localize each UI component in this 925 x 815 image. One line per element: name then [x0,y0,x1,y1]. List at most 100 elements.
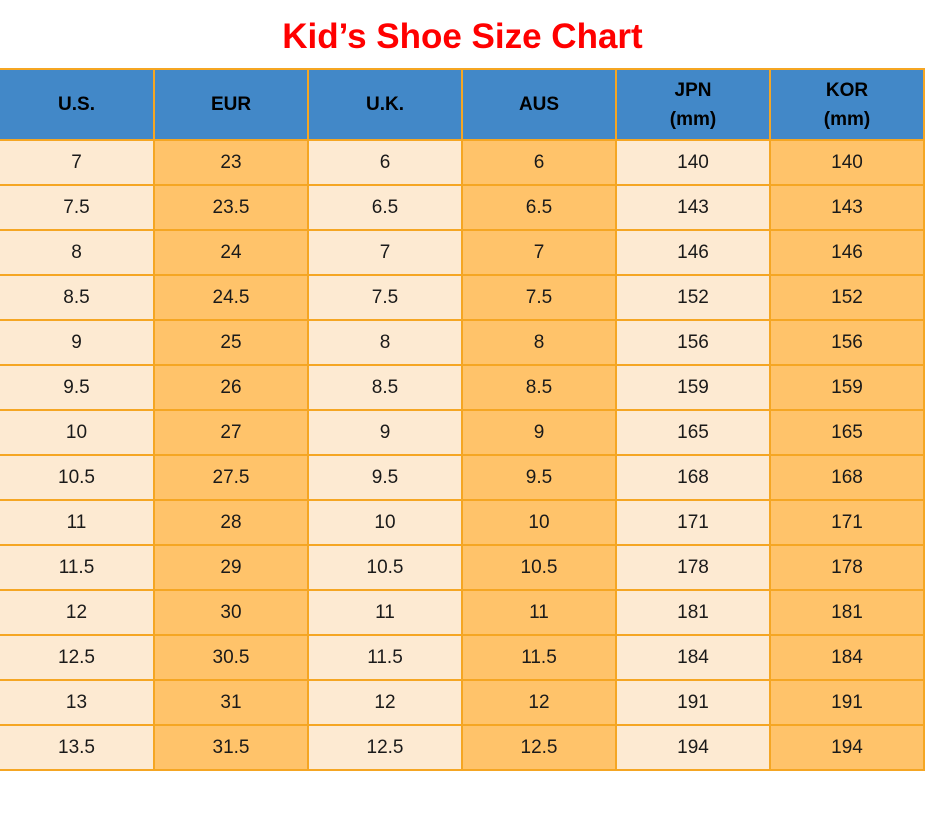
table-row: 7.5 23.5 6.5 6.5 143 143 [0,184,925,231]
table-cell: 7 [307,229,463,276]
column-header-unit: (mm) [823,108,871,130]
column-header-uk: U.K. [307,68,463,141]
table-row: 11.5 29 10.5 10.5 178 178 [0,544,925,591]
table-cell: 6.5 [461,184,617,231]
column-header-label: U.S. [58,94,95,115]
table-cell: 9 [461,409,617,456]
table-cell: 184 [615,634,771,681]
table-cell: 10 [307,499,463,546]
table-cell: 159 [769,364,925,411]
table-cell: 12 [307,679,463,726]
table-body: 7 23 6 6 140 140 7.5 23.5 6.5 6.5 143 143 8 24 7 7 146 14… [0,139,925,771]
table-row: 10 27 9 9 165 165 [0,409,925,456]
table-cell: 10 [0,409,155,456]
table-cell: 178 [769,544,925,591]
table-row: 12 30 11 11 181 181 [0,589,925,636]
table-cell: 143 [769,184,925,231]
column-header-label: EUR [210,94,252,115]
table-cell: 8 [0,229,155,276]
table-cell: 26 [153,364,309,411]
table-cell: 12.5 [461,724,617,771]
table-cell: 7.5 [461,274,617,321]
table-header-row: U.S. EUR U.K. AUS JPN (mm) KOR (mm) [0,68,925,141]
table-cell: 12.5 [0,634,155,681]
table-cell: 140 [769,139,925,186]
table-cell: 143 [615,184,771,231]
table-row: 9.5 26 8.5 8.5 159 159 [0,364,925,411]
table-row: 8.5 24.5 7.5 7.5 152 152 [0,274,925,321]
table-cell: 25 [153,319,309,366]
table-row: 9 25 8 8 156 156 [0,319,925,366]
table-cell: 13 [0,679,155,726]
table-cell: 194 [615,724,771,771]
table-cell: 13.5 [0,724,155,771]
column-header-label: U.K. [366,94,404,115]
column-header-unit: (mm) [669,108,717,130]
table-cell: 168 [769,454,925,501]
shoe-size-table: U.S. EUR U.K. AUS JPN (mm) KOR (mm) 7 23 6 6 140 140… [0,68,925,771]
table-cell: 9.5 [307,454,463,501]
table-cell: 165 [615,409,771,456]
table-cell: 181 [615,589,771,636]
table-cell: 178 [615,544,771,591]
table-cell: 152 [769,274,925,321]
table-cell: 9.5 [0,364,155,411]
table-row: 10.5 27.5 9.5 9.5 168 168 [0,454,925,501]
table-cell: 159 [615,364,771,411]
table-row: 13.5 31.5 12.5 12.5 194 194 [0,724,925,771]
table-cell: 31 [153,679,309,726]
table-cell: 140 [615,139,771,186]
table-header: U.S. EUR U.K. AUS JPN (mm) KOR (mm) [0,68,925,141]
table-cell: 8 [461,319,617,366]
table-cell: 11 [461,589,617,636]
table-cell: 10.5 [0,454,155,501]
table-cell: 7 [0,139,155,186]
table-row: 8 24 7 7 146 146 [0,229,925,276]
table-cell: 181 [769,589,925,636]
table-cell: 11 [0,499,155,546]
table-cell: 168 [615,454,771,501]
table-cell: 11 [307,589,463,636]
table-cell: 10.5 [307,544,463,591]
table-cell: 24 [153,229,309,276]
column-header-label: JPN [674,79,712,101]
column-header-us: U.S. [0,68,155,141]
table-cell: 29 [153,544,309,591]
table-cell: 171 [615,499,771,546]
table-cell: 8.5 [307,364,463,411]
table-cell: 11.5 [0,544,155,591]
table-cell: 28 [153,499,309,546]
column-header-label: AUS [518,94,560,115]
table-cell: 165 [769,409,925,456]
table-cell: 10.5 [461,544,617,591]
table-cell: 12 [461,679,617,726]
table-cell: 184 [769,634,925,681]
table-cell: 10 [461,499,617,546]
table-cell: 191 [615,679,771,726]
table-cell: 12 [0,589,155,636]
column-header-eur: EUR [153,68,309,141]
table-cell: 24.5 [153,274,309,321]
table-cell: 12.5 [307,724,463,771]
table-cell: 146 [769,229,925,276]
table-row: 12.5 30.5 11.5 11.5 184 184 [0,634,925,681]
table-cell: 30 [153,589,309,636]
column-header-jpn: JPN (mm) [615,68,771,141]
table-cell: 6 [307,139,463,186]
table-cell: 27 [153,409,309,456]
table-cell: 23 [153,139,309,186]
table-row: 11 28 10 10 171 171 [0,499,925,546]
table-cell: 6 [461,139,617,186]
column-header-aus: AUS [461,68,617,141]
table-cell: 11.5 [461,634,617,681]
table-cell: 9.5 [461,454,617,501]
table-cell: 7.5 [307,274,463,321]
table-cell: 191 [769,679,925,726]
column-header-kor: KOR (mm) [769,68,925,141]
table-cell: 6.5 [307,184,463,231]
table-cell: 194 [769,724,925,771]
table-cell: 156 [769,319,925,366]
table-cell: 152 [615,274,771,321]
column-header-label: KOR [825,79,869,101]
